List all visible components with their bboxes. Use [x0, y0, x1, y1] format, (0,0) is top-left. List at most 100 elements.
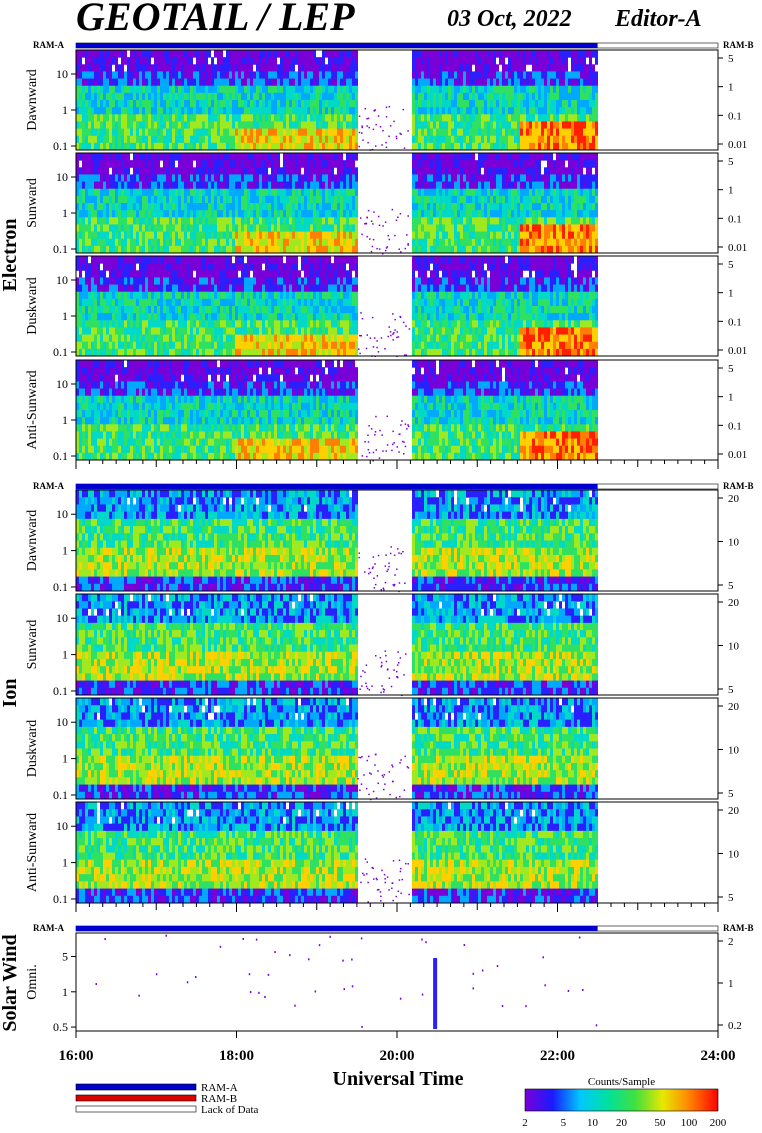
spectrogram-cell — [85, 203, 88, 211]
spectrogram-cell — [169, 196, 172, 204]
spectrogram-cell — [151, 196, 154, 204]
spectrogram-cell — [169, 143, 172, 151]
spectrogram-cell — [517, 167, 520, 175]
spectrogram-cell — [205, 153, 208, 161]
spectrogram-cell — [106, 93, 109, 101]
spectrogram-cell — [292, 64, 295, 72]
spectrogram-cell — [571, 210, 574, 218]
spectrogram-cell — [277, 167, 280, 175]
spectrogram-cell — [127, 342, 130, 350]
spectrogram-cell — [166, 196, 169, 204]
sparse-sample — [375, 145, 377, 147]
spectrogram-cell — [100, 64, 103, 72]
spectrogram-cell — [196, 263, 199, 271]
spectrogram-cell — [541, 136, 544, 144]
spectrogram-cell — [355, 143, 358, 151]
spectrogram-cell — [331, 189, 334, 197]
spectrogram-cell — [565, 121, 568, 129]
spectrogram-cell — [502, 107, 505, 115]
spectrogram-cell — [484, 107, 487, 115]
spectrogram-cell — [292, 107, 295, 115]
spectrogram-cell — [277, 71, 280, 79]
spectrogram-cell — [532, 182, 535, 190]
spectrogram-cell — [532, 232, 535, 240]
spectrogram-cell — [187, 246, 190, 254]
spectrogram-cell — [352, 217, 355, 225]
spectrogram-cell — [550, 57, 553, 65]
spectrogram-cell — [307, 239, 310, 247]
spectrogram-cell — [505, 143, 508, 151]
spectrogram-cell — [130, 136, 133, 144]
spectrogram-cell — [457, 174, 460, 182]
spectrogram-cell — [298, 246, 301, 254]
spectrogram-cell — [271, 143, 274, 151]
spectrogram-cell — [151, 320, 154, 328]
spectrogram-cell — [427, 121, 430, 129]
sparse-sample — [380, 126, 382, 128]
spectrogram-cell — [442, 167, 445, 175]
spectrogram-cell — [103, 217, 106, 225]
spectrogram-cell — [304, 189, 307, 197]
spectrogram-cell — [352, 64, 355, 72]
spectrogram-cell — [148, 93, 151, 101]
spectrogram-cell — [469, 167, 472, 175]
spectrogram-cell — [151, 256, 154, 264]
spectrogram-cell — [124, 299, 127, 307]
spectrogram-cell — [301, 182, 304, 190]
spectrogram-cell — [184, 306, 187, 314]
spectrogram-cell — [550, 232, 553, 240]
spectrogram-cell — [217, 232, 220, 240]
spectrogram-cell — [232, 167, 235, 175]
spectrogram-cell — [214, 121, 217, 129]
spectrogram-cell — [520, 160, 523, 168]
spectrogram-cell — [508, 79, 511, 87]
spectrogram-cell — [316, 160, 319, 168]
spectrogram-cell — [466, 203, 469, 211]
spectrogram-cell — [322, 86, 325, 94]
spectrogram-cell — [418, 50, 421, 58]
spectrogram-cell — [331, 160, 334, 168]
sparse-sample — [400, 213, 402, 215]
spectrogram-cell — [79, 299, 82, 307]
spectrogram-cell — [418, 210, 421, 218]
spectrogram-cell — [502, 86, 505, 94]
spectrogram-cell — [577, 114, 580, 122]
spectrogram-cell — [187, 79, 190, 87]
spectrogram-cell — [532, 143, 535, 151]
spectrogram-cell — [469, 64, 472, 72]
spectrogram-cell — [247, 143, 250, 151]
spectrogram-cell — [85, 86, 88, 94]
spectrogram-cell — [259, 114, 262, 122]
spectrogram-cell — [535, 121, 538, 129]
spectrogram-cell — [307, 217, 310, 225]
spectrogram-cell — [175, 285, 178, 293]
spectrogram-cell — [85, 121, 88, 129]
spectrogram-cell — [169, 239, 172, 247]
spectrogram-cell — [157, 342, 160, 350]
spectrogram-cell — [241, 50, 244, 58]
spectrogram-cell — [238, 182, 241, 190]
spectrogram-cell — [283, 86, 286, 94]
sparse-sample — [373, 110, 375, 112]
spectrogram-cell — [415, 174, 418, 182]
spectrogram-cell — [514, 121, 517, 129]
spectrogram-cell — [463, 217, 466, 225]
spectrogram-cell — [331, 167, 334, 175]
spectrogram-cell — [142, 107, 145, 115]
spectrogram-cell — [349, 129, 352, 137]
spectrogram-cell — [490, 167, 493, 175]
spectrogram-cell — [424, 121, 427, 129]
spectrogram-cell — [517, 232, 520, 240]
spectrogram-cell — [466, 129, 469, 137]
spectrogram-cell — [166, 57, 169, 65]
spectrogram-cell — [310, 174, 313, 182]
spectrogram-cell — [475, 100, 478, 108]
spectrogram-cell — [550, 71, 553, 79]
spectrogram-cell — [295, 153, 298, 161]
spectrogram-cell — [508, 217, 511, 225]
spectrogram-cell — [343, 100, 346, 108]
spectrogram-cell — [331, 107, 334, 115]
spectrogram-cell — [166, 189, 169, 197]
sparse-sample — [404, 147, 406, 149]
spectrogram-cell — [130, 327, 133, 335]
